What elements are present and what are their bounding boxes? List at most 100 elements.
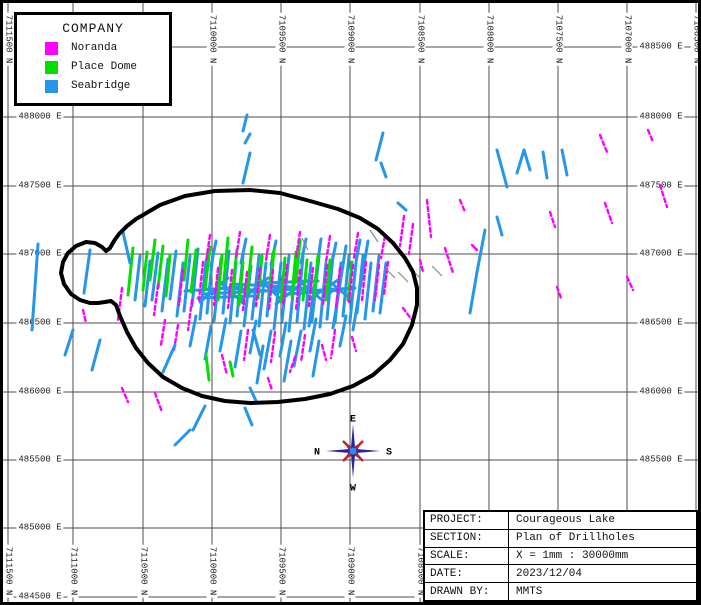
drillhole-trace	[121, 230, 132, 265]
noranda-color-swatch	[45, 41, 58, 55]
drillhole-trace	[307, 266, 315, 308]
compass-label-right: S	[386, 448, 392, 459]
drillhole-trace	[156, 244, 165, 290]
scale-label: SCALE:	[425, 547, 509, 565]
drillhole-trace	[495, 148, 509, 189]
place-dome-color-swatch	[45, 60, 58, 74]
date-label: DATE:	[425, 565, 509, 583]
deposit-boundary-outline	[59, 188, 419, 405]
drillhole-trace	[443, 246, 455, 275]
drillhole-trace	[189, 248, 198, 294]
drillhole-trace	[329, 328, 337, 360]
drillhole-trace	[248, 319, 258, 355]
drillhole-trace	[294, 268, 302, 312]
section-value: Plan of Drillholes	[516, 532, 635, 545]
drillhole-trace	[272, 261, 283, 331]
drillhole-trace	[431, 265, 443, 277]
drillhole-trace	[164, 253, 172, 298]
drillhole-trace	[233, 329, 243, 369]
drillhole-trace	[346, 260, 354, 302]
drawn-by-label: DRAWN BY:	[425, 583, 509, 600]
drillhole-trace	[152, 283, 160, 317]
drillhole-trace	[351, 239, 370, 332]
drillhole-trace	[190, 247, 200, 308]
drillhole-trace	[475, 228, 487, 274]
axis-label-easting: 488000 E	[637, 111, 685, 123]
drillhole-trace	[603, 201, 614, 225]
axis-label-easting: 485500 E	[637, 454, 685, 466]
drillhole-trace	[407, 222, 415, 256]
drillhole-trace	[384, 267, 396, 279]
axis-label-easting: 485500 E	[16, 454, 64, 466]
drillhole-trace	[290, 250, 298, 298]
drillhole-trace	[221, 249, 231, 315]
drillhole-trace	[243, 406, 254, 427]
drillhole-trace	[352, 231, 360, 260]
drillhole-trace	[141, 250, 149, 292]
axis-label-easting: 485000 E	[16, 522, 64, 534]
drillhole-trace	[222, 236, 230, 282]
drillhole-trace	[294, 238, 302, 284]
axis-label-easting: 486000 E	[16, 386, 64, 398]
drillhole-trace	[282, 339, 293, 383]
drillhole-trace	[396, 201, 408, 212]
drillhole-trace	[331, 244, 348, 330]
drillhole-trace	[198, 276, 230, 304]
section-label: SECTION:	[425, 529, 509, 547]
axis-label-easting: 486500 E	[637, 317, 685, 329]
drillhole-trace	[329, 241, 338, 269]
legend-item-noranda: Noranda	[45, 41, 169, 55]
project-label: PROJECT:	[425, 512, 509, 529]
drillhole-trace	[350, 335, 358, 353]
drillhole-trace	[338, 314, 348, 348]
drillhole-trace	[369, 229, 379, 243]
drillhole-trace	[598, 133, 609, 154]
drillhole-trace	[191, 404, 207, 432]
drillhole-trace	[541, 150, 549, 180]
drillhole-trace	[320, 343, 328, 362]
drillhole-trace	[347, 263, 355, 304]
axis-label-easting: 488500 E	[637, 41, 685, 53]
drillhole-trace	[324, 234, 332, 264]
drillhole-trace	[248, 386, 259, 405]
drillhole-trace	[397, 271, 409, 283]
drillhole-trace	[198, 259, 208, 321]
drillhole-trace	[148, 238, 157, 282]
drillhole-trace	[302, 261, 313, 331]
drillhole-trace	[237, 260, 245, 307]
legend-item-place-dome: Place Dome	[45, 60, 169, 74]
axis-label-easting: 486500 E	[16, 317, 64, 329]
drillhole-trace	[301, 258, 309, 302]
drillhole-trace	[241, 113, 249, 133]
drillhole-trace	[334, 266, 342, 310]
drillhole-trace	[82, 248, 92, 295]
drillhole-trace	[360, 260, 368, 302]
drillhole-trace	[173, 428, 192, 447]
axis-label-easting: 487000 E	[16, 248, 64, 260]
drawn-by-value: MMTS	[516, 585, 543, 598]
drillhole-trace	[250, 254, 261, 321]
drillhole-trace	[548, 210, 557, 229]
compass-label-left: N	[314, 448, 320, 459]
drillhole-trace	[120, 386, 130, 404]
drillhole-trace	[218, 317, 228, 353]
drillhole-trace	[374, 131, 385, 162]
drillhole-trace	[468, 270, 479, 315]
axis-label-easting: 488000 E	[16, 111, 64, 123]
drillhole-trace	[159, 318, 167, 347]
drillhole-trace	[379, 161, 388, 179]
title-block-row: PROJECT: Courageous Lake	[425, 512, 696, 530]
legend-label: Place Dome	[71, 61, 138, 73]
drillhole-trace	[239, 237, 248, 265]
drillhole-trace	[241, 151, 252, 185]
drillhole-trace	[373, 263, 381, 302]
drillhole-trace	[241, 270, 249, 312]
drillhole-trace	[126, 246, 135, 297]
drillhole-trace	[264, 233, 272, 262]
drillhole-trace	[348, 261, 358, 323]
drillhole-trace	[321, 263, 329, 307]
drillhole-trace	[160, 257, 170, 313]
